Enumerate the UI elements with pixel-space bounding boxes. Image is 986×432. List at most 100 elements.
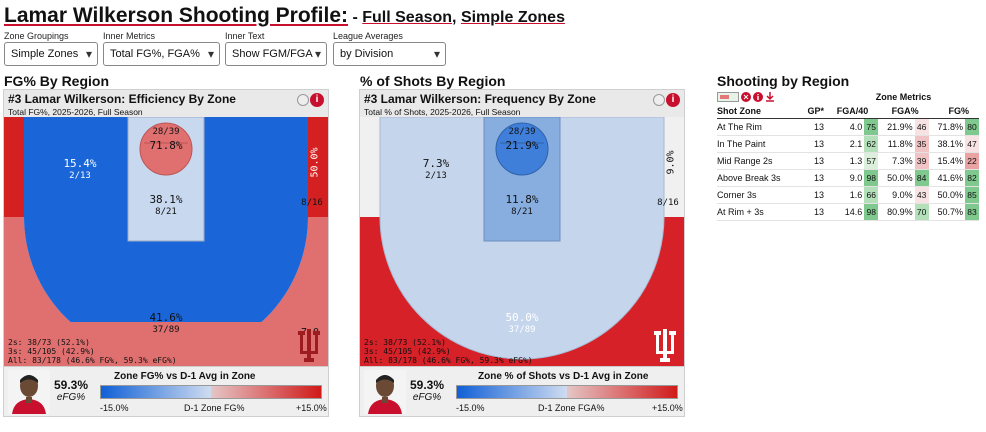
cell-fgapct-pctile: 70: [914, 203, 929, 221]
legend-title: Zone % of Shots vs D-1 Avg in Zone: [478, 371, 649, 382]
cell-fga40-pctile: 57: [864, 152, 879, 170]
efg-label: eFG%: [56, 392, 86, 403]
frequency-court: [360, 117, 684, 367]
cell-fg-pctile: 82: [965, 169, 979, 187]
toggle-circle-icon[interactable]: [653, 94, 665, 106]
col-fgapct[interactable]: FGA%: [878, 104, 929, 119]
three-zone-label: 50.0% 37/89: [505, 311, 538, 335]
cell-fga40: 14.6: [827, 203, 865, 221]
fg-by-region-heading: FG% By Region: [4, 73, 110, 89]
three-ratio: 37/89: [508, 324, 536, 335]
efficiency-court: [4, 117, 328, 367]
summary-stats: 2s: 38/73 (52.1%) 3s: 45/105 (42.9%) All…: [364, 338, 533, 366]
col-gp[interactable]: GP*: [800, 104, 828, 119]
league-averages-label: League Averages: [333, 31, 403, 41]
col-fg[interactable]: FG%: [928, 104, 979, 119]
cell-shot-zone: Mid Range 2s: [717, 152, 801, 170]
cell-fga40-pctile: 75: [864, 118, 879, 136]
shooting-by-region-heading: Shooting by Region: [717, 73, 850, 89]
download-icon[interactable]: [765, 92, 775, 103]
cell-gp: 13: [800, 186, 828, 204]
corner-zone-left: [4, 117, 24, 217]
corner-zone-right: [308, 117, 328, 217]
league-averages-select[interactable]: by Division: [333, 42, 446, 66]
efficiency-footer: 59.3% eFG% Zone FG% vs D-1 Avg in Zone -…: [4, 366, 328, 416]
frequency-panel-subtitle: Total % of Shots, 2025-2026, Full Season: [364, 107, 521, 117]
mid-ratio: 2/13: [69, 170, 91, 181]
corner-value: 9.0%: [665, 150, 677, 175]
rim-ratio: 28/39: [152, 127, 180, 137]
mid-ratio: 2/13: [425, 170, 447, 181]
title-main: Lamar Wilkerson Shooting Profile:: [4, 4, 349, 27]
info-icon[interactable]: [753, 92, 763, 103]
cell-gp: 13: [800, 203, 828, 221]
cell-fga40-pctile: 98: [864, 169, 879, 187]
inner-text-label: Inner Text: [225, 31, 265, 41]
cell-fg: 15.4%: [928, 152, 965, 170]
cell-fgapct-pctile: 35: [914, 135, 929, 153]
corner-zone-left: [360, 117, 380, 217]
title-zones-link[interactable]: Simple Zones: [460, 9, 565, 26]
title-sub-prefix: -: [348, 9, 363, 26]
legend-title: Zone FG% vs D-1 Avg in Zone: [114, 371, 256, 382]
zone-groupings-select[interactable]: Simple Zones: [4, 42, 98, 66]
paint-zone-label: 38.1% 8/21: [149, 193, 182, 217]
player-avatar: [8, 370, 50, 414]
col-shot-zone[interactable]: Shot Zone: [717, 104, 801, 119]
cell-fgapct: 21.9%: [878, 118, 915, 136]
info-icon[interactable]: i: [666, 93, 680, 107]
cell-fgapct: 11.8%: [878, 135, 915, 153]
inner-text-select[interactable]: Show FGM/FGA: [225, 42, 327, 66]
stats-all: All: 83/178 (46.6% FG%, 59.3% eFG%): [364, 356, 533, 366]
cell-gp: 13: [800, 118, 828, 136]
legend-mid: D-1 Zone FGA%: [538, 403, 605, 413]
paint-ratio: 8/21: [155, 206, 177, 217]
cell-shot-zone: Corner 3s: [717, 186, 801, 204]
legend-max: +15.0%: [296, 403, 327, 413]
paint-value: 11.8%: [505, 193, 539, 206]
frequency-panel-title: #3 Lamar Wilkerson: Frequency By Zone: [364, 92, 596, 106]
rim-zone-label: 28/39 21.9%: [505, 127, 538, 153]
title-season-link[interactable]: Full Season: [362, 9, 453, 26]
efficiency-panel-subtitle: Total FG%, 2025-2026, Full Season: [8, 107, 143, 117]
cell-fgapct-pctile: 39: [914, 152, 929, 170]
cell-fgapct-pctile: 46: [914, 118, 929, 136]
league-averages-control: League Averages by Division: [333, 31, 446, 66]
stats-all: All: 83/178 (46.6% FG%, 59.3% eFG%): [8, 356, 177, 366]
corner-value: 50.0%: [309, 147, 321, 178]
corner-ratio: 8/16: [301, 198, 323, 208]
stats-3s: 3s: 45/105 (42.9%): [8, 347, 95, 357]
cell-fg-pctile: 47: [965, 135, 979, 153]
mid-value: 15.4%: [63, 157, 97, 170]
cell-fga40-pctile: 66: [864, 186, 879, 204]
zone-groupings-label: Zone Groupings: [4, 31, 69, 41]
cell-fgapct: 80.9%: [878, 203, 915, 221]
zone-groupings-control: Zone Groupings Simple Zones: [4, 31, 98, 66]
three-ratio: 37/89: [152, 324, 180, 335]
toggle-circle-icon[interactable]: [297, 94, 309, 106]
cell-fg-pctile: 80: [965, 118, 979, 136]
cell-shot-zone: At Rim + 3s: [717, 203, 801, 221]
inner-metrics-select[interactable]: Total FG%, FGA%: [103, 42, 220, 66]
mid-zone-label: 15.4% 2/13: [63, 157, 97, 181]
table-view-icon[interactable]: [717, 92, 739, 103]
table-row: At Rim + 3s 13 14.6 98 80.9% 70 50.7% 83: [717, 203, 979, 221]
corner-ratio: 8/16: [657, 198, 679, 208]
table-toolbar: [717, 90, 801, 104]
shooting-by-region-table: Zone Metrics Shot Zone GP* FGA/40 FGA% F…: [717, 90, 979, 221]
table-row: Corner 3s 13 1.6 66 9.0% 43 50.0% 85: [717, 186, 979, 204]
legend-min: -15.0%: [100, 403, 129, 413]
zone-metrics-group-header: Zone Metrics: [875, 92, 932, 102]
indiana-logo: [298, 329, 320, 362]
rim-zone: [139, 122, 193, 176]
col-fga40[interactable]: FGA/40: [827, 104, 879, 119]
cell-fga40-pctile: 98: [864, 203, 879, 221]
paint-zone-label: 11.8% 8/21: [505, 193, 539, 217]
efficiency-panel-title: #3 Lamar Wilkerson: Efficiency By Zone: [8, 92, 236, 106]
frequency-panel: #3 Lamar Wilkerson: Frequency By Zone To…: [359, 89, 685, 417]
reset-icon[interactable]: [741, 92, 751, 103]
mid-zone-label: 7.3% 2/13: [423, 157, 450, 181]
info-icon[interactable]: i: [310, 93, 324, 107]
summary-stats: 2s: 38/73 (52.1%) 3s: 45/105 (42.9%) All…: [8, 338, 177, 366]
rim-value: 71.8%: [149, 139, 183, 153]
